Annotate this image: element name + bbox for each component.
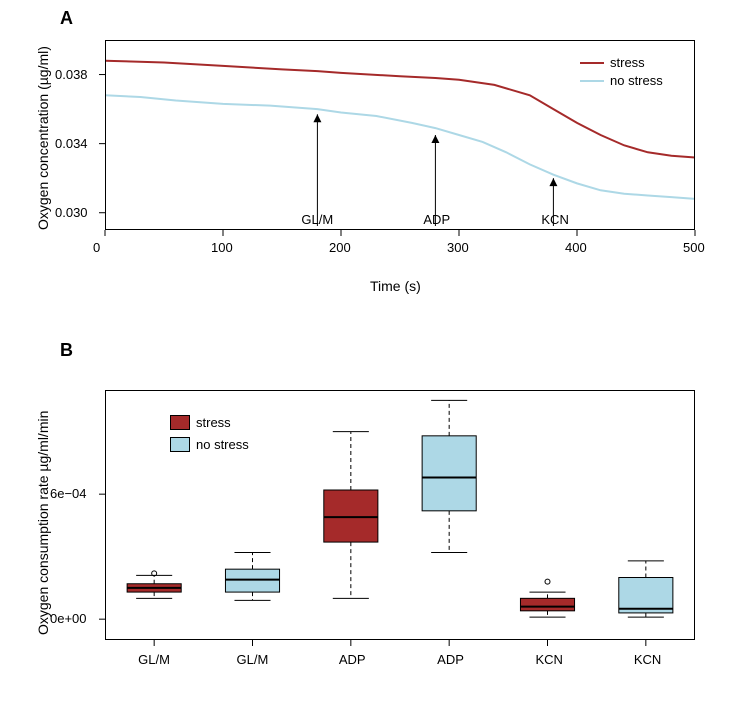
panel-b-ylabel: Oxygen consumption rate µg/ml/min [35,411,51,635]
panel-a-xtick: 200 [329,240,351,255]
panel-b-legend-item: stress [170,415,231,430]
figure: A Oxygen concentration (µg/ml) Time (s) … [0,0,744,715]
legend-line-icon [580,80,604,82]
legend-line-icon [580,62,604,64]
panel-b-xtick: ADP [437,652,464,667]
legend-swatch-icon [170,437,190,452]
legend-swatch-icon [170,415,190,430]
panel-a-xtick: 400 [565,240,587,255]
legend-label: stress [610,55,645,70]
panel-b-xtick: KCN [634,652,661,667]
panel-a-arrow-label: ADP [423,212,450,227]
panel-a-xtick: 0 [93,240,100,255]
panel-b-xtick: GL/M [138,652,170,667]
panel-b-xtick: KCN [536,652,563,667]
legend-label: no stress [196,437,249,452]
panel-a-xlabel: Time (s) [370,278,421,294]
panel-b-label: B [60,340,73,361]
panel-a-arrow-label: GL/M [301,212,333,227]
panel-b-xtick: GL/M [237,652,269,667]
panel-a-ylabel: Oxygen concentration (µg/ml) [35,46,51,230]
panel-b-ytick: 6e−04 [50,486,87,501]
panel-a-legend-item: stress [580,55,645,70]
panel-b-legend-item: no stress [170,437,249,452]
panel-a-legend-item: no stress [580,73,663,88]
panel-b-xtick: ADP [339,652,366,667]
panel-a-ytick: 0.038 [55,67,88,82]
legend-label: no stress [610,73,663,88]
panel-a-label: A [60,8,73,29]
panel-a-arrow-label: KCN [541,212,568,227]
panel-a-xtick: 300 [447,240,469,255]
panel-a-xtick: 100 [211,240,233,255]
panel-a-xtick: 500 [683,240,705,255]
panel-b-ytick: 0e+00 [50,611,87,626]
panel-a-ytick: 0.034 [55,136,88,151]
panel-a-ytick: 0.030 [55,205,88,220]
legend-label: stress [196,415,231,430]
